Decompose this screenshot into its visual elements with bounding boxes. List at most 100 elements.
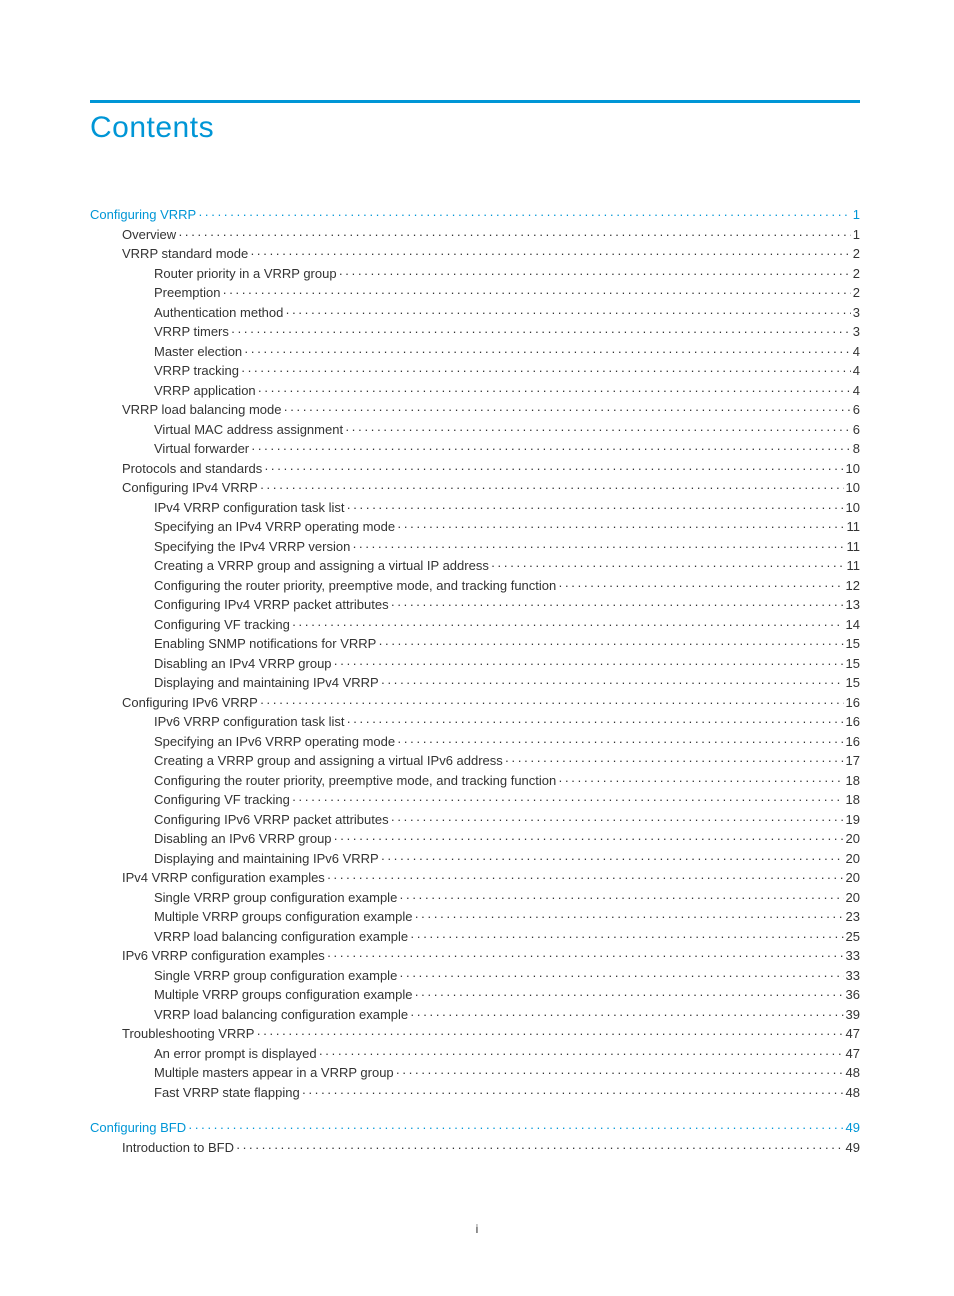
toc-entry-label: Configuring IPv6 VRRP packet attributes bbox=[154, 810, 389, 830]
toc-entry: Configuring the router priority, preempt… bbox=[90, 576, 860, 596]
toc-entry-label: Protocols and standards bbox=[122, 459, 262, 479]
toc-leader-dots bbox=[222, 283, 850, 303]
toc-entry-label: IPv4 VRRP configuration examples bbox=[122, 868, 325, 888]
toc-entry-page: 23 bbox=[846, 907, 860, 927]
toc-leader-dots bbox=[264, 459, 843, 479]
toc-entry-label: Configuring IPv6 VRRP bbox=[122, 693, 258, 713]
toc-leader-dots bbox=[347, 712, 844, 732]
toc-leader-dots bbox=[378, 634, 843, 654]
toc-entry: Master election4 bbox=[90, 342, 860, 362]
toc-entry-label: Specifying an IPv4 VRRP operating mode bbox=[154, 517, 395, 537]
toc-entry-label: Multiple VRRP groups configuration examp… bbox=[154, 907, 412, 927]
toc-entry: Disabling an IPv4 VRRP group15 bbox=[90, 654, 860, 674]
toc-entry: Virtual forwarder8 bbox=[90, 439, 860, 459]
toc-entry-page: 10 bbox=[846, 498, 860, 518]
toc-entry-page: 14 bbox=[846, 615, 860, 635]
toc-entry-page: 3 bbox=[853, 303, 860, 323]
toc-entry: VRRP tracking4 bbox=[90, 361, 860, 381]
toc-leader-dots bbox=[391, 810, 844, 830]
toc-entry: Overview1 bbox=[90, 225, 860, 245]
toc-entry-page: 16 bbox=[846, 712, 860, 732]
toc-entry-page: 20 bbox=[846, 849, 860, 869]
toc-entry: Virtual MAC address assignment6 bbox=[90, 420, 860, 440]
toc-entry-page: 17 bbox=[846, 751, 860, 771]
toc-entry-page: 18 bbox=[846, 771, 860, 791]
toc-entry: Creating a VRRP group and assigning a vi… bbox=[90, 751, 860, 771]
toc-entry-label: Multiple masters appear in a VRRP group bbox=[154, 1063, 394, 1083]
toc-entry: IPv6 VRRP configuration task list 16 bbox=[90, 712, 860, 732]
toc-entry: VRRP application4 bbox=[90, 381, 860, 401]
toc-entry: VRRP load balancing mode6 bbox=[90, 400, 860, 420]
toc-entry: Enabling SNMP notifications for VRRP15 bbox=[90, 634, 860, 654]
toc-entry[interactable]: Configuring VRRP1 bbox=[90, 205, 860, 225]
toc-entry-page: 48 bbox=[846, 1063, 860, 1083]
toc-entry-label: Fast VRRP state flapping bbox=[154, 1083, 300, 1103]
toc-leader-dots bbox=[334, 654, 844, 674]
toc-entry-page: 15 bbox=[846, 673, 860, 693]
toc-entry: Configuring IPv6 VRRP16 bbox=[90, 693, 860, 713]
table-of-contents: Configuring VRRP1Overview1VRRP standard … bbox=[90, 205, 860, 1157]
toc-entry-label: Overview bbox=[122, 225, 176, 245]
toc-leader-dots bbox=[327, 946, 844, 966]
toc-leader-dots bbox=[292, 790, 844, 810]
toc-entry: VRRP standard mode2 bbox=[90, 244, 860, 264]
toc-entry: Multiple masters appear in a VRRP group 4… bbox=[90, 1063, 860, 1083]
toc-leader-dots bbox=[250, 244, 851, 264]
toc-entry[interactable]: Configuring BFD49 bbox=[90, 1118, 860, 1138]
toc-leader-dots bbox=[397, 732, 843, 752]
toc-entry-page: 49 bbox=[846, 1138, 860, 1158]
toc-entry-label: VRRP standard mode bbox=[122, 244, 248, 264]
toc-entry-page: 13 bbox=[846, 595, 860, 615]
toc-entry: Configuring IPv6 VRRP packet attributes 1… bbox=[90, 810, 860, 830]
toc-entry-page: 10 bbox=[846, 478, 860, 498]
toc-leader-dots bbox=[251, 439, 851, 459]
toc-entry-page: 11 bbox=[847, 556, 861, 576]
toc-entry-page: 19 bbox=[846, 810, 860, 830]
toc-leader-dots bbox=[410, 927, 843, 947]
toc-entry-label: VRRP timers bbox=[154, 322, 229, 342]
toc-entry-page: 20 bbox=[846, 888, 860, 908]
toc-entry-page: 3 bbox=[853, 322, 860, 342]
toc-entry-page: 25 bbox=[846, 927, 860, 947]
toc-leader-dots bbox=[256, 1024, 843, 1044]
toc-entry-label: Introduction to BFD bbox=[122, 1138, 234, 1158]
toc-entry-label: Specifying the IPv4 VRRP version bbox=[154, 537, 350, 557]
toc-entry-label: Configuring the router priority, preempt… bbox=[154, 771, 556, 791]
toc-leader-dots bbox=[381, 673, 844, 693]
toc-entry-label: Virtual forwarder bbox=[154, 439, 249, 459]
toc-block: Configuring BFD49Introduction to BFD 49 bbox=[90, 1118, 860, 1157]
toc-leader-dots bbox=[347, 498, 844, 518]
toc-entry-page: 49 bbox=[846, 1118, 860, 1138]
toc-leader-dots bbox=[558, 576, 843, 596]
toc-entry: Configuring IPv4 VRRP10 bbox=[90, 478, 860, 498]
toc-entry: Specifying an IPv6 VRRP operating mode16 bbox=[90, 732, 860, 752]
toc-entry-label: VRRP tracking bbox=[154, 361, 239, 381]
toc-block: Configuring VRRP1Overview1VRRP standard … bbox=[90, 205, 860, 1102]
toc-entry-label: Configuring VF tracking bbox=[154, 790, 290, 810]
toc-entry: IPv4 VRRP configuration examples20 bbox=[90, 868, 860, 888]
toc-entry-label: IPv6 VRRP configuration task list bbox=[154, 712, 345, 732]
toc-leader-dots bbox=[188, 1118, 843, 1138]
toc-leader-dots bbox=[345, 420, 851, 440]
toc-entry: Configuring IPv4 VRRP packet attributes1… bbox=[90, 595, 860, 615]
toc-entry-label: Authentication method bbox=[154, 303, 283, 323]
toc-entry-label: Single VRRP group configuration example bbox=[154, 966, 397, 986]
toc-leader-dots bbox=[260, 693, 844, 713]
toc-entry: IPv4 VRRP configuration task list10 bbox=[90, 498, 860, 518]
toc-entry: Single VRRP group configuration example 3… bbox=[90, 966, 860, 986]
toc-entry-page: 10 bbox=[846, 459, 860, 479]
toc-entry: Configuring the router priority, preempt… bbox=[90, 771, 860, 791]
toc-entry-page: 4 bbox=[853, 381, 860, 401]
toc-entry: Multiple VRRP groups configuration examp… bbox=[90, 907, 860, 927]
toc-entry-label: Creating a VRRP group and assigning a vi… bbox=[154, 751, 503, 771]
toc-entry-label: Disabling an IPv6 VRRP group bbox=[154, 829, 332, 849]
toc-entry: Protocols and standards 10 bbox=[90, 459, 860, 479]
toc-leader-dots bbox=[258, 381, 851, 401]
toc-entry-page: 36 bbox=[846, 985, 860, 1005]
toc-entry-page: 48 bbox=[846, 1083, 860, 1103]
page-title: Contents bbox=[90, 111, 860, 145]
toc-leader-dots bbox=[285, 303, 850, 323]
toc-leader-dots bbox=[410, 1005, 843, 1025]
toc-entry-page: 33 bbox=[846, 966, 860, 986]
toc-entry-page: 18 bbox=[846, 790, 860, 810]
